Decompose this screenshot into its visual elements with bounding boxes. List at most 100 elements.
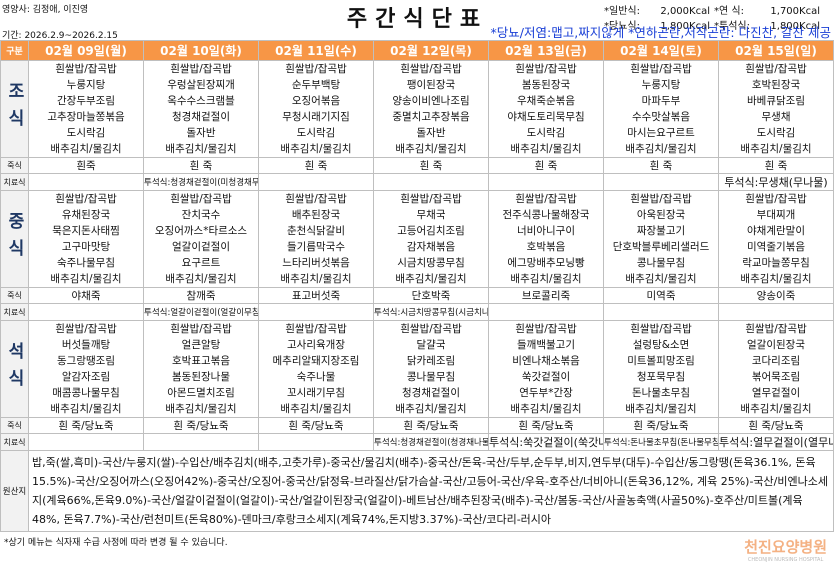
menu-item: 배추김치/물김치	[510, 273, 582, 285]
porridge: 흰 죽	[373, 157, 489, 174]
menu-item: 배추김치/물김치	[625, 143, 697, 155]
menu-cell: 흰쌀밥/잡곡밥 유채된장국 묵은지돈사태찜 고구마맛탕 숙주나물무침 배추김치/물김치	[28, 190, 144, 288]
menu-cell: 흰쌀밥/잡곡밥 아욱된장국 짜장불고기 단호박블루베리샐러드 콩나물무침 배추김치/물김치	[603, 190, 719, 288]
therapy	[28, 303, 144, 321]
calorie-value: 1,800Kcal	[770, 21, 820, 32]
menu-item: 배추김치/물김치	[50, 403, 122, 415]
menu-item: 오징어볶음	[291, 95, 341, 107]
menu-item: 흰쌀밥/잡곡밥	[630, 63, 692, 75]
meal-row: 석식 흰쌀밥/잡곡밥 버섯들깨탕 동그랑땡조림 알감자조림 매콤콩나물무침 배추김치/물김치…	[0, 320, 834, 418]
porridge-label: 죽식	[0, 417, 29, 434]
menu-cell: 흰쌀밥/잡곡밥 무채국 고등어김치조림 감자채볶음 시금치땅콩무침 배추김치/물김치	[373, 190, 489, 288]
menu-item: 도시락김	[296, 127, 336, 139]
menu-item: 달걀국	[416, 339, 446, 351]
menu-cell: 흰쌀밥/잡곡밥 우렁살된장찌개 옥수수스크램블 청경채겉절이 돌자반 배추김치/물김치	[143, 60, 259, 158]
menu-item: 배추김치/물김치	[510, 143, 582, 155]
menu-item: 배추김치/물김치	[625, 273, 697, 285]
menu-cell: 흰쌀밥/잡곡밥 전주식콩나물해장국 너비아니구이 호박볶음 에그망배추모닝빵 배추김치/물…	[488, 190, 604, 288]
menu-item: 호박볶음	[526, 241, 566, 253]
porridge: 흰 죽	[258, 157, 374, 174]
therapy	[143, 433, 259, 451]
menu-item: 무청시래기지짐	[282, 111, 350, 123]
calorie-label: *투석식:	[714, 21, 750, 32]
therapy-label: 치료식	[0, 173, 29, 191]
menu-item: 배추김치/물김치	[280, 143, 352, 155]
menu-cell: 흰쌀밥/잡곡밥 누룽지탕 간장두부조림 고추장마늘쫑볶음 도시락김 배추김치/물김치	[28, 60, 144, 158]
menu-item: 배추김치/물김치	[395, 143, 467, 155]
menu-item: 고사리육개장	[287, 339, 345, 351]
porridge-label: 죽식	[0, 157, 29, 174]
menu-item: 배추김치/물김치	[740, 273, 812, 285]
menu-item: 전주식콩나물해장국	[502, 209, 590, 221]
menu-item: 무생채	[761, 111, 791, 123]
therapy-row: 치료식 투석식:청경채겉절이(청경채나물)투석식:쑥갓겉절이(쑥갓나물)투석식:돈…	[0, 433, 834, 451]
menu-cell: 흰쌀밥/잡곡밥 호박된장국 바베큐닭조림 무생채 도시락김 배추김치/물김치	[718, 60, 834, 158]
meal-label: 중식	[4, 212, 24, 266]
menu-item: 배추김치/물김치	[165, 403, 237, 415]
porridge: 표고버섯죽	[258, 287, 374, 304]
menu-item: 바베큐닭조림	[747, 95, 805, 107]
menu-item: 열무겉절이	[751, 387, 801, 399]
meal-label-cell: 석식	[0, 320, 29, 418]
porridge: 미역죽	[603, 287, 719, 304]
menu-item: 마파두부	[641, 95, 681, 107]
menu-cell: 흰쌀밥/잡곡밥 누룽지탕 마파두부 수수맛살볶음 마시는요구르트 배추김치/물김치	[603, 60, 719, 158]
menu-cell: 흰쌀밥/잡곡밥 고사리육개장 메추리알돼지장조림 숙주나물 꼬시래기무침 배추김치/물김치	[258, 320, 374, 418]
day: 02월 11일(수)	[258, 40, 374, 61]
menu-item: 춘천식닭갈비	[287, 225, 345, 237]
footer-note: *상기 메뉴는 식자재 수급 사정에 따라 변경 될 수 있습니다.	[4, 538, 228, 548]
porridge: 흰죽	[28, 157, 144, 174]
therapy	[258, 303, 374, 321]
menu-item: 배추김치/물김치	[395, 403, 467, 415]
menu-cell: 흰쌀밥/잡곡밥 달걀국 닭카레조림 콩나물무침 청경채겉절이 배추김치/물김치	[373, 320, 489, 418]
menu-item: 양송이비엔나조림	[392, 95, 470, 107]
notice: *당뇨/저염:맵고,짜지않게 *연하곤란,저작곤란: 다진찬, 갈찬 제공	[490, 25, 831, 40]
menu-item: 우렁살된장찌개	[167, 79, 235, 91]
porridge: 양송이죽	[718, 287, 834, 304]
menu-item: 락교마늘쫑무침	[742, 257, 810, 269]
menu-item: 배추김치/물김치	[165, 273, 237, 285]
dietitian: 영양사: 김정애, 이진영	[2, 5, 89, 15]
therapy: 투석식:쑥갓겉절이(쑥갓나물)	[488, 433, 604, 451]
menu-item: 중멸치고추장볶음	[392, 111, 470, 123]
menu-item: 고등어김치조림	[397, 225, 465, 237]
therapy	[488, 173, 604, 191]
therapy	[488, 303, 604, 321]
porridge: 단호박죽	[373, 287, 489, 304]
menu-table: 구분 02월 09일(월) 02월 10일(화) 02월 11일(수) 02월 12일(…	[0, 40, 834, 532]
porridge: 흰 죽	[488, 157, 604, 174]
calorie: *일반식: 2,000Kcal	[604, 2, 714, 17]
therapy: 투석식:시금치땅콩무침(시금치나물)	[373, 303, 489, 321]
menu-item: 버섯들깨탕	[61, 339, 111, 351]
therapy-row: 치료식 투석식:청경채겉절이(미청경채무침) 투석식:무생채(무나물)	[0, 173, 834, 191]
origin-label: 원산지	[0, 450, 29, 532]
menu-item: 미트볼피망조림	[627, 355, 695, 367]
porridge: 흰 죽/당뇨죽	[488, 417, 604, 434]
porridge-label: 죽식	[0, 287, 29, 304]
menu-cell: 흰쌀밥/잡곡밥 얼갈이된장국 코다리조림 볶어묵조림 열무겉절이 배추김치/물김치	[718, 320, 834, 418]
menu-item: 흰쌀밥/잡곡밥	[55, 193, 117, 205]
menu-item: 흰쌀밥/잡곡밥	[400, 63, 462, 75]
calories: *일반식: 2,000Kcal *연 식: 1,700Kcal *당뇨식: 1,800Kc…	[604, 2, 829, 32]
menu-item: 볶어묵조림	[751, 371, 801, 383]
menu-item: 봄동된장나물	[172, 371, 230, 383]
logo-text: 천진요양병원	[744, 538, 827, 556]
menu-item: 매콤콩나물무침	[52, 387, 120, 399]
menu-cell: 흰쌀밥/잡곡밥 순두부백탕 오징어볶음 무청시래기지짐 도시락김 배추김치/물김치	[258, 60, 374, 158]
menu-item: 숙주나물	[296, 371, 336, 383]
menu-item: 요구르트	[181, 257, 221, 269]
menu-item: 팽이된장국	[406, 79, 456, 91]
menu-item: 청경채겉절이	[402, 387, 460, 399]
menu-item: 쑥갓겉절이	[521, 371, 571, 383]
therapy	[373, 173, 489, 191]
title: 주간식단표	[346, 7, 489, 32]
porridge: 흰 죽/당뇨죽	[258, 417, 374, 434]
menu-item: 호박표고볶음	[172, 355, 230, 367]
menu-item: 옥수수스크램블	[167, 95, 235, 107]
menu-item: 야채도토리묵무침	[507, 111, 585, 123]
porridge: 흰 죽	[718, 157, 834, 174]
menu-item: 연두부*간장	[519, 387, 573, 399]
therapy-row: 치료식 투석식:얼갈이겉절이(얼갈이무침) 투석식:시금치땅콩무침(시금치나물)	[0, 303, 834, 321]
calorie-label: *당뇨식:	[604, 21, 640, 32]
menu-item: 봄동된장국	[521, 79, 571, 91]
